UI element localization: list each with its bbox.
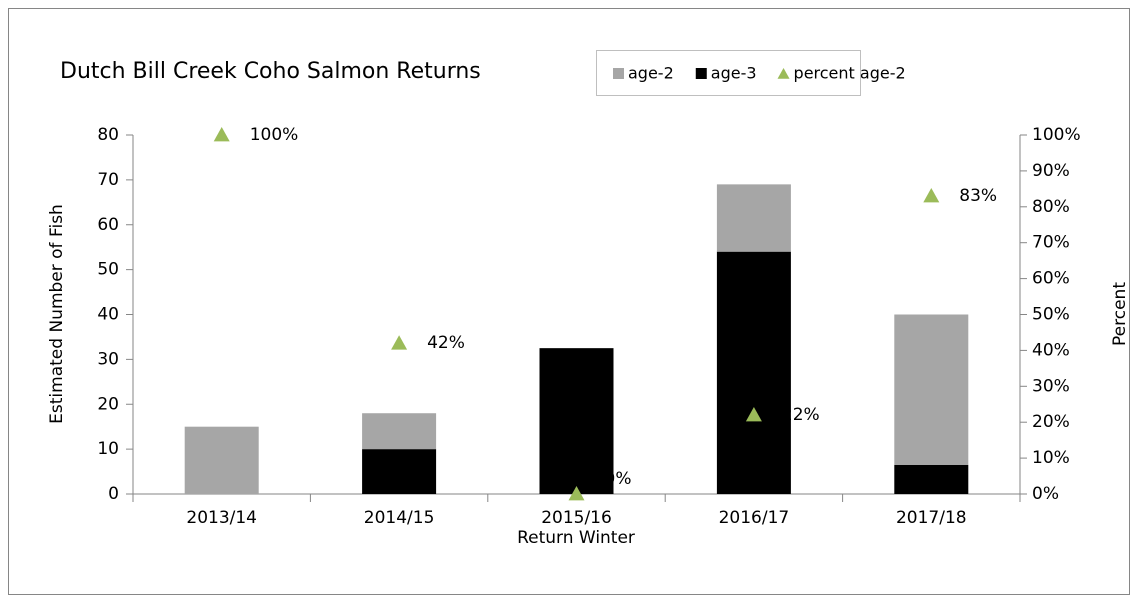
legend-label: percent age-2 (794, 64, 906, 83)
y2-tick-label: 50% (1032, 305, 1070, 325)
y2-tick-label: 0% (1032, 484, 1059, 504)
x-tick-label: 2014/15 (364, 508, 435, 528)
bar (894, 464, 969, 494)
bar (184, 426, 259, 494)
y-tick-label: 20 (97, 394, 119, 414)
y2-tick-label: 100% (1032, 125, 1081, 145)
y2-tick-label: 40% (1032, 340, 1070, 360)
legend-marker (777, 68, 790, 79)
y2-tick-label: 70% (1032, 233, 1070, 253)
y2-tick-label: 80% (1032, 197, 1070, 217)
y2-tick-label: 10% (1032, 448, 1070, 468)
data-label: 22% (782, 405, 820, 425)
y-tick-label: 80 (97, 125, 119, 145)
y2-axis-label: Percent (1110, 282, 1130, 346)
y-tick-label: 70 (97, 170, 119, 190)
bar (362, 449, 437, 494)
x-axis-label: Return Winter (517, 528, 635, 548)
marker (391, 335, 408, 350)
legend-swatch (613, 68, 624, 79)
x-tick-label: 2017/18 (896, 508, 967, 528)
y-axis-label: Estimated Number of Fish (47, 204, 67, 424)
legend-label: age-2 (628, 64, 674, 83)
y2-tick-label: 30% (1032, 376, 1070, 396)
bar (894, 314, 969, 465)
bar (362, 413, 437, 450)
bar (716, 184, 791, 252)
data-label: 100% (250, 125, 299, 145)
y-tick-label: 30 (97, 349, 119, 369)
y2-tick-label: 90% (1032, 161, 1070, 181)
data-label: 42% (427, 333, 465, 353)
x-tick-label: 2015/16 (541, 508, 612, 528)
y-tick-label: 50 (97, 260, 119, 280)
legend-box (596, 50, 861, 96)
y-tick-label: 40 (97, 305, 119, 325)
y-tick-label: 10 (97, 439, 119, 459)
y-tick-label: 60 (97, 215, 119, 235)
chart-title: Dutch Bill Creek Coho Salmon Returns (60, 59, 481, 84)
y2-tick-label: 60% (1032, 269, 1070, 289)
marker (923, 188, 940, 203)
chart-border (8, 8, 1130, 595)
legend-label: age-3 (711, 64, 757, 83)
y2-tick-label: 20% (1032, 412, 1070, 432)
bar (716, 251, 791, 494)
x-tick-label: 2016/17 (719, 508, 790, 528)
marker (568, 486, 585, 501)
data-label: 83% (959, 186, 997, 206)
y-tick-label: 0 (108, 484, 119, 504)
marker (213, 127, 230, 142)
marker (745, 407, 762, 422)
x-tick-label: 2013/14 (186, 508, 257, 528)
legend-swatch (695, 68, 707, 79)
bar (539, 348, 614, 494)
data-label: 0% (605, 469, 632, 489)
